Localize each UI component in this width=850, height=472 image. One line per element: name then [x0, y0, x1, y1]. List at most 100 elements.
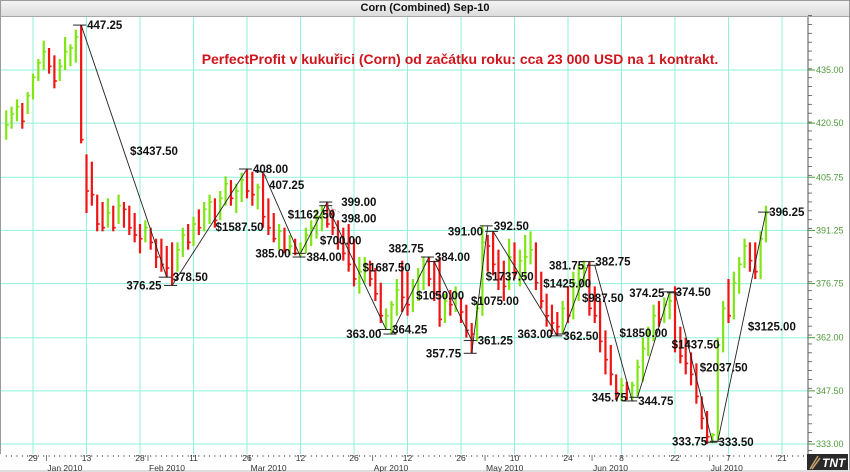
profit-label: $1587.50 [216, 222, 264, 234]
x-day-label: 7 [726, 453, 731, 463]
y-tick-label: 347.50 [816, 386, 844, 396]
profit-label: $1425.00 [543, 279, 591, 291]
price-bar [727, 279, 731, 324]
price-bar [368, 260, 373, 287]
profit-label: $1437.50 [672, 340, 720, 352]
price-bar [566, 286, 571, 324]
price-label: 399.00 [341, 197, 376, 209]
price-bar [133, 213, 138, 243]
zigzag-trades [73, 24, 771, 443]
price-bar [550, 304, 555, 335]
price-bar [342, 227, 346, 261]
profit-label: $3125.00 [748, 322, 796, 334]
price-bar [390, 301, 394, 335]
price-bar [363, 257, 368, 283]
price-bar [722, 301, 726, 353]
price-bar [652, 304, 657, 342]
x-day-label: 12 [296, 453, 306, 463]
trade-line [262, 171, 301, 258]
price-bar [540, 271, 544, 309]
price-bar [85, 154, 89, 214]
x-month-label: Apr 2010 [374, 463, 409, 472]
trade [629, 291, 675, 398]
x-day-label: 11 [189, 453, 198, 463]
price-bar [513, 242, 517, 280]
price-bar [256, 183, 261, 210]
x-day-label: 13 [82, 453, 92, 463]
x-month-label: Mar 2010 [251, 463, 287, 472]
x-axis: 29 13 28 11 26 12 26 12 26 10 24 8 22 7 21 Jan 2010 Feb … [0, 453, 808, 472]
price-label: 333.50 [718, 437, 753, 449]
logo-text: TNT [822, 456, 847, 470]
price-label: 391.00 [448, 226, 483, 238]
price-bar [679, 326, 683, 364]
price-bar [738, 257, 742, 294]
trade [586, 264, 638, 402]
price-bar [31, 73, 36, 100]
price-bar [556, 312, 560, 336]
price-bars [5, 25, 769, 445]
price-bar [63, 36, 68, 70]
price-label: 361.25 [478, 335, 514, 347]
profit-label: $2037.50 [700, 362, 748, 374]
x-axis-band [0, 454, 808, 470]
price-label: 384.00 [435, 252, 470, 264]
trade-line [562, 261, 590, 335]
price-label: 384.00 [307, 252, 342, 264]
price-bar [331, 209, 336, 236]
tnt-logo: TNT [807, 454, 848, 470]
label-leader [313, 227, 320, 235]
price-bar [224, 176, 229, 206]
trade [255, 171, 306, 258]
trade [463, 225, 493, 354]
price-bar [165, 246, 170, 278]
price-bar [732, 271, 737, 320]
label-leader [262, 171, 269, 179]
price-bar [395, 279, 400, 316]
price-bar [53, 55, 57, 89]
price-bar [37, 58, 41, 82]
price-bar [261, 171, 266, 228]
price-label: 333.75 [672, 436, 708, 448]
price-bar [689, 352, 694, 386]
price-bar [443, 293, 448, 324]
price-bar [304, 227, 309, 254]
price-bar [74, 29, 79, 63]
trade [667, 292, 718, 443]
trade-line [471, 225, 489, 354]
price-bar [245, 169, 250, 199]
price-bar [615, 374, 619, 401]
price-bar [5, 110, 9, 140]
trade-labels: 447.25 378.50 $3437.50 376.25 408.00 $1587.50… [87, 20, 805, 449]
price-label: 345.75 [592, 392, 628, 404]
price-bar [754, 242, 758, 280]
y-tick-label: 362.00 [816, 333, 844, 343]
trade-line [674, 292, 713, 443]
price-bar [208, 194, 213, 225]
trade [319, 205, 392, 330]
price-bar [347, 224, 352, 272]
price-bar [138, 224, 143, 254]
price-bar [197, 209, 202, 236]
x-day-label: 26 [349, 453, 359, 463]
trade-line [594, 265, 633, 402]
price-label: 407.25 [269, 180, 305, 192]
price-bar [582, 260, 587, 287]
x-day-label: 28 [135, 453, 145, 463]
profit-label: $1050.00 [416, 291, 464, 303]
profit-label: $1850.00 [619, 328, 667, 340]
price-bar [229, 180, 234, 206]
price-label: 382.75 [388, 244, 424, 256]
price-bar [176, 242, 180, 272]
price-bar [748, 242, 753, 272]
price-bar [647, 326, 651, 357]
price-bar [96, 194, 100, 232]
x-day-label: 26 [242, 453, 252, 463]
price-bar [588, 261, 592, 316]
profit-label: $1075.00 [471, 296, 519, 308]
price-bar [716, 337, 721, 441]
price-bar [572, 271, 576, 320]
price-label: 344.75 [638, 396, 674, 408]
price-bar [154, 238, 159, 269]
trade-line [637, 291, 671, 398]
